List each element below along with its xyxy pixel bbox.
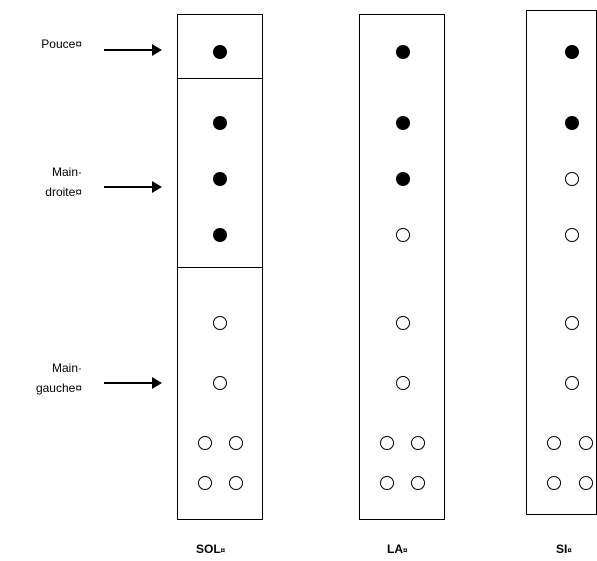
label-left-hand: Main· gauche¤: [12, 358, 82, 398]
note-name-sol: SOL: [196, 542, 221, 556]
hole-sol-left-1-open: [213, 316, 227, 330]
note-suffix-si: ¤: [567, 546, 572, 555]
hole-sol-left-4b-open: [229, 476, 243, 490]
hole-sol-left-3b-open: [229, 436, 243, 450]
fingering-column-si: [526, 10, 597, 515]
hole-la-right-2-closed: [396, 172, 410, 186]
hole-la-right-1-closed: [396, 116, 410, 130]
hole-si-left-3a-open: [547, 436, 561, 450]
hole-sol-right-1-closed: [213, 116, 227, 130]
hole-si-right-3-open: [565, 228, 579, 242]
arrow-thumb: [104, 44, 162, 56]
label-right-hand: Main· droite¤: [12, 162, 82, 202]
arrow-left-hand: [104, 377, 162, 389]
note-label-si: SI¤: [556, 542, 572, 556]
note-name-si: SI: [556, 542, 568, 556]
hole-la-left-4a-open: [380, 476, 394, 490]
label-left-hand-line2: gauche¤: [35, 381, 82, 395]
hole-si-left-2-open: [565, 376, 579, 390]
hole-si-left-1-open: [565, 316, 579, 330]
hole-si-left-4b-open: [579, 476, 593, 490]
hole-la-left-4b-open: [411, 476, 425, 490]
hole-sol-right-3-closed: [213, 228, 227, 242]
hole-sol-left-2-open: [213, 376, 227, 390]
hole-la-left-3b-open: [411, 436, 425, 450]
hole-la-left-1-open: [396, 316, 410, 330]
arrow-right-hand: [104, 181, 162, 193]
hole-la-right-3-open: [396, 228, 410, 242]
hole-si-thumb-closed: [565, 45, 579, 59]
label-right-hand-line1: Main·: [51, 165, 82, 179]
separator-thumb: [178, 78, 262, 79]
hole-sol-right-2-closed: [213, 172, 227, 186]
label-left-hand-line1: Main·: [51, 361, 82, 375]
hole-si-left-3b-open: [579, 436, 593, 450]
fingering-column-la: [359, 14, 445, 520]
hole-la-left-3a-open: [380, 436, 394, 450]
hole-la-thumb-closed: [396, 45, 410, 59]
hole-la-left-2-open: [396, 376, 410, 390]
note-name-la: LA: [387, 542, 403, 556]
note-label-la: LA¤: [387, 542, 407, 556]
note-suffix-la: ¤: [403, 546, 408, 555]
hole-si-right-2-open: [565, 172, 579, 186]
hole-si-right-1-closed: [565, 116, 579, 130]
fingering-column-sol: [177, 14, 263, 520]
note-label-sol: SOL¤: [196, 542, 225, 556]
hole-sol-left-4a-open: [198, 476, 212, 490]
note-suffix-sol: ¤: [220, 546, 226, 555]
hole-sol-thumb-closed: [213, 45, 227, 59]
hole-sol-left-3a-open: [198, 436, 212, 450]
hole-si-left-4a-open: [547, 476, 561, 490]
separator-hands: [178, 267, 262, 268]
label-thumb: Pouce¤: [41, 37, 82, 51]
label-right-hand-line2: droite¤: [45, 185, 82, 199]
